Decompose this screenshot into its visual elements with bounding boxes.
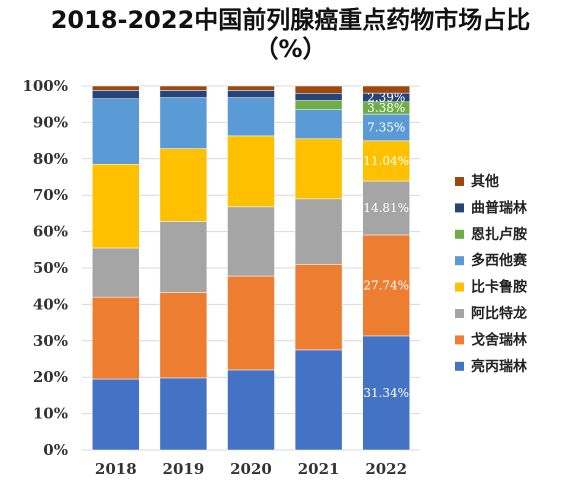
legend-swatch — [455, 282, 464, 292]
bar-segment — [362, 85, 410, 94]
y-tick-label: 20% — [33, 368, 68, 386]
bar-segment — [92, 164, 140, 249]
legend-swatch — [455, 256, 464, 266]
bar-segment — [294, 85, 343, 94]
data-label: 7.35% — [367, 120, 405, 134]
legend-label: 曲普瑞林 — [471, 199, 527, 216]
x-axis: 2018 2019 2020 2021 2022 — [95, 460, 407, 478]
bar-segment — [362, 335, 410, 451]
legend-label: 多西他赛 — [471, 252, 528, 269]
data-label: 27.74% — [363, 278, 409, 292]
data-label: 3.38% — [367, 101, 405, 115]
bar-segment — [227, 85, 275, 91]
x-tick-label: 2021 — [298, 460, 340, 478]
data-label: 11.04% — [363, 154, 409, 168]
y-tick-label: 10% — [33, 405, 68, 423]
y-tick-label: 60% — [33, 223, 68, 241]
bar-segment — [227, 206, 275, 277]
chart-title: 2018-2022中国前列腺癌重点药物市场占比 （%） — [0, 6, 581, 64]
legend-label: 比卡鲁胺 — [471, 279, 527, 296]
chart-title-main: 2018-2022中国前列腺癌重点药物市场占比 — [50, 6, 531, 34]
legend-label: 亮丙瑞林 — [471, 358, 527, 375]
y-tick-label: 40% — [33, 295, 68, 313]
bar-segment — [92, 296, 140, 380]
bar-segment — [362, 113, 410, 142]
bar-segment — [227, 90, 275, 98]
bar-segment — [227, 369, 275, 451]
bar-segment — [294, 109, 343, 140]
legend-label: 恩扎卢胺 — [471, 226, 527, 243]
data-label: 31.34% — [363, 386, 409, 400]
bar-segment — [159, 148, 208, 222]
data-label: 14.81% — [363, 201, 409, 215]
bar-segment — [92, 378, 140, 451]
bar-segment — [159, 292, 208, 379]
legend-swatch — [455, 361, 464, 371]
y-tick-label: 90% — [33, 113, 68, 131]
bar-segment — [92, 247, 140, 298]
legend-swatch — [455, 203, 464, 213]
y-axis: 0% 10% 20% 30% 40% 50% 60% 70% 80% 90% 100% — [22, 77, 68, 459]
bar-segment — [294, 93, 343, 101]
x-tick-label: 2022 — [365, 460, 407, 478]
bar-segment — [294, 349, 343, 451]
bar-segment — [227, 275, 275, 371]
y-tick-label: 70% — [33, 186, 68, 204]
bar-segment — [159, 377, 208, 451]
bar-segment — [227, 135, 275, 208]
y-tick-label: 0% — [43, 441, 68, 459]
legend-swatch — [455, 177, 464, 186]
bar-segment — [159, 85, 208, 91]
bar-segment — [362, 140, 410, 182]
legend-label: 戈舍瑞林 — [471, 331, 527, 348]
bar-segment — [159, 221, 208, 293]
chart-bars: 31.34% 27.74% 14.81% 11.04% 7.35% 3.38%2.39% — [92, 85, 410, 451]
legend-swatch — [455, 309, 464, 318]
chart-title-unit: （%） — [254, 35, 327, 63]
bar-segment — [294, 198, 343, 265]
y-tick-label: 30% — [33, 332, 68, 350]
bar-segment — [294, 264, 343, 351]
legend-swatch — [455, 335, 464, 345]
bar-segment — [362, 180, 410, 236]
bar-segment — [362, 234, 410, 337]
y-tick-label: 50% — [33, 259, 68, 277]
bar-segment — [294, 100, 343, 110]
bar-segment — [294, 138, 343, 200]
y-tick-label: 80% — [33, 150, 68, 168]
x-tick-label: 2019 — [163, 460, 205, 478]
bar-segment — [92, 85, 140, 91]
bar-segment — [159, 97, 208, 149]
data-label: 2.39% — [367, 90, 405, 104]
y-tick-label: 100% — [22, 77, 68, 95]
legend-label: 阿比特龙 — [471, 305, 527, 322]
bar-segment — [159, 90, 208, 98]
x-tick-label: 2018 — [95, 460, 137, 478]
legend-label: 其他 — [471, 173, 499, 190]
bar-segment — [92, 90, 140, 99]
legend-swatch — [455, 229, 464, 239]
bar-segment — [92, 98, 140, 165]
x-tick-label: 2020 — [230, 460, 272, 478]
bar-segment — [227, 97, 275, 137]
